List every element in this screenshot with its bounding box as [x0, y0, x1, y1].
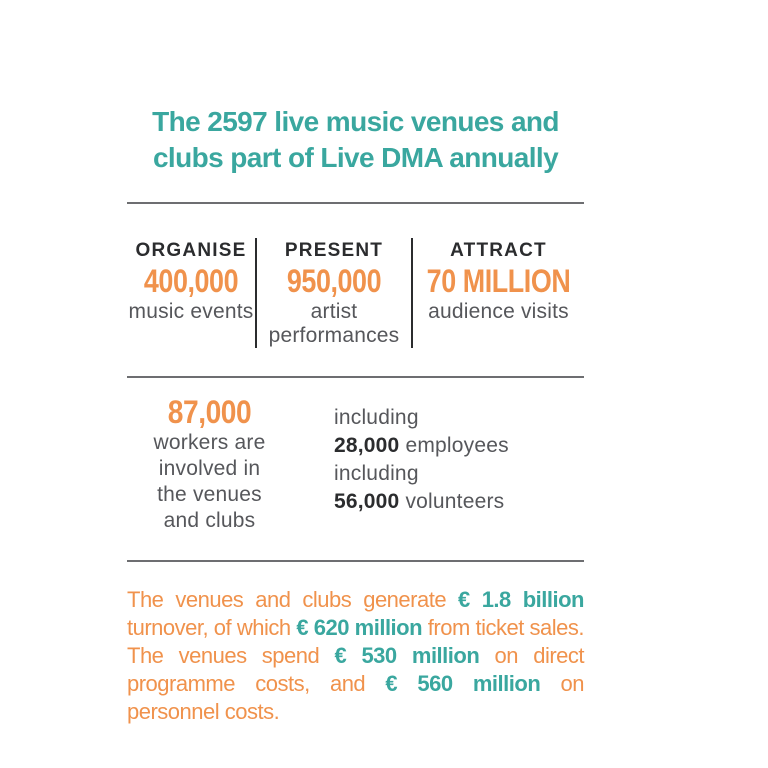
- stat-value: 400,000: [143, 263, 239, 299]
- finance-text: on direct programme costs, and: [127, 643, 585, 696]
- middle-divider: [127, 376, 584, 378]
- infographic-content: The 2597 live music venues and clubs par…: [127, 0, 585, 726]
- finance-highlight: € 1.8 billion: [458, 587, 584, 612]
- stat-column-attract: ATTRACT 70 MILLION audience visits: [413, 238, 584, 348]
- detail-line: 28,000 employees: [334, 432, 509, 460]
- workers-section: 87,000 workers are involved in the venue…: [127, 394, 584, 534]
- detail-value: 28,000: [334, 434, 400, 457]
- finance-text: The venues and clubs generate: [127, 587, 459, 612]
- stat-value: 70 MILLION: [426, 263, 571, 299]
- finance-text: turnover, of which: [127, 615, 297, 640]
- bottom-divider: [127, 560, 584, 562]
- detail-value: 56,000: [334, 490, 400, 513]
- stat-value: 950,000: [286, 263, 382, 299]
- detail-prefix: including: [334, 406, 419, 429]
- stat-header: PRESENT: [284, 240, 384, 261]
- finance-text: on personnel costs.: [127, 671, 585, 724]
- stat-column-organise: ORGANISE 400,000 music events: [127, 238, 255, 348]
- workers-summary: 87,000 workers are involved in the venue…: [127, 394, 292, 534]
- workers-value: 87,000: [167, 394, 252, 430]
- workers-label: workers are involved in the venues and c…: [153, 431, 266, 532]
- stat-label: artist performances: [268, 300, 400, 347]
- finance-text: from ticket sales. The venues spend: [127, 615, 585, 668]
- finance-highlight: € 560 million: [385, 671, 541, 696]
- finance-highlight: € 620 million: [296, 615, 423, 640]
- detail-prefix: including: [334, 462, 419, 485]
- top-divider: [127, 202, 584, 204]
- workers-details: including 28,000 employees including 56,…: [334, 394, 509, 534]
- finance-highlight: € 530 million: [334, 643, 480, 668]
- stat-label: music events: [128, 300, 254, 323]
- stats-row: ORGANISE 400,000 music events PRESENT 95…: [127, 238, 584, 348]
- finance-paragraph: The venues and clubs generate € 1.8 bill…: [127, 586, 585, 726]
- page-title: The 2597 live music venues and clubs par…: [152, 106, 559, 173]
- detail-label: volunteers: [399, 490, 505, 513]
- detail-label: employees: [399, 434, 509, 457]
- stat-column-present: PRESENT 950,000 artist performances: [255, 238, 413, 348]
- stat-header: ORGANISE: [135, 240, 247, 261]
- detail-line: 56,000 volunteers: [334, 488, 509, 516]
- stat-label: audience visits: [428, 300, 569, 323]
- stat-header: ATTRACT: [450, 240, 547, 261]
